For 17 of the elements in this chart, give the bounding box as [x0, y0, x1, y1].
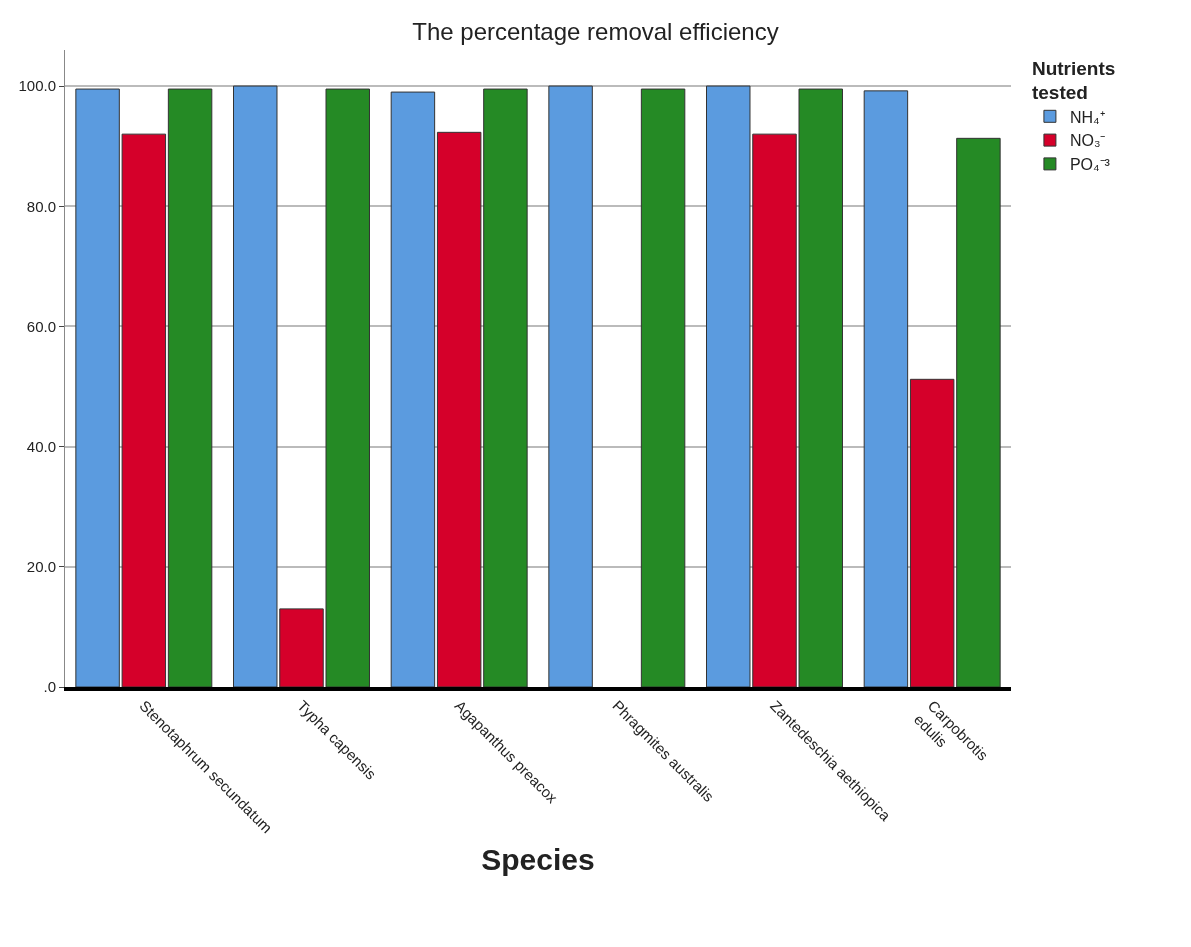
x-axis-title: Species: [481, 843, 595, 877]
bar: [863, 90, 909, 687]
y-tick-label: .0: [43, 678, 56, 696]
y-tick-label: 80.0: [26, 197, 56, 215]
y-tick-label: 60.0: [26, 317, 56, 335]
y-tick-label: 40.0: [26, 437, 56, 455]
legend-label: NH₄⁺: [1069, 108, 1105, 126]
bar: [390, 91, 436, 687]
bar: [640, 88, 686, 687]
legend-title: Nutrients tested: [1031, 57, 1116, 104]
bar: [167, 88, 213, 687]
chart-title: The percentage removal efficiency: [412, 18, 779, 46]
y-tick-label: 100.0: [18, 77, 56, 95]
y-tick-label: 20.0: [26, 558, 56, 576]
legend-label: PO₄⁻³: [1069, 156, 1111, 174]
bar: [548, 85, 593, 687]
legend-label: NO₃⁻: [1069, 132, 1106, 150]
